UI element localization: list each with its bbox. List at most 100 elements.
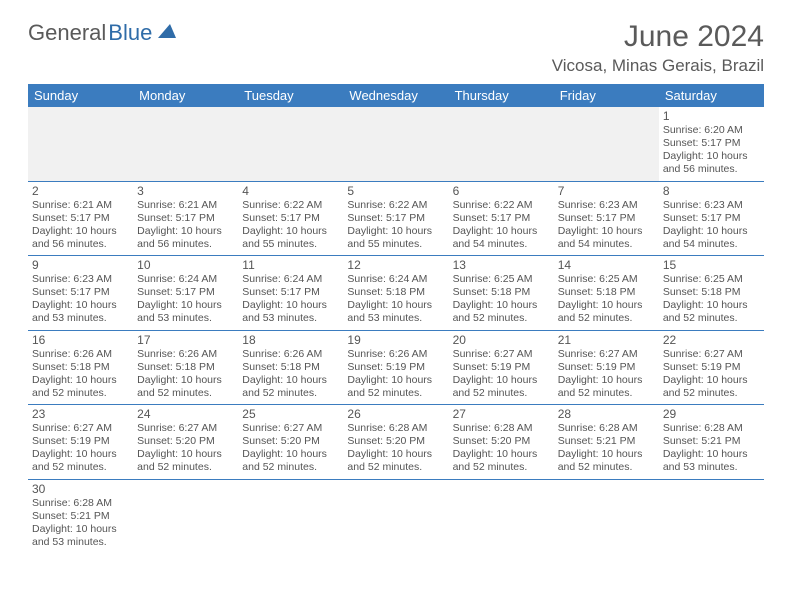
calendar: SundayMondayTuesdayWednesdayThursdayFrid… bbox=[28, 84, 764, 553]
day-info: Sunrise: 6:27 AMSunset: 5:19 PMDaylight:… bbox=[453, 348, 550, 401]
logo: GeneralBlue bbox=[28, 20, 180, 46]
day-number: 5 bbox=[347, 184, 444, 198]
blank-cell bbox=[238, 480, 343, 554]
month-title: June 2024 bbox=[552, 20, 764, 54]
blank-cell bbox=[28, 107, 133, 181]
blank-cell bbox=[343, 107, 448, 181]
blank-cell bbox=[449, 107, 554, 181]
day-number: 24 bbox=[137, 407, 234, 421]
day-info: Sunrise: 6:27 AMSunset: 5:19 PMDaylight:… bbox=[32, 422, 129, 475]
day-info: Sunrise: 6:25 AMSunset: 5:18 PMDaylight:… bbox=[663, 273, 760, 326]
day-number: 29 bbox=[663, 407, 760, 421]
day-cell: 18Sunrise: 6:26 AMSunset: 5:18 PMDayligh… bbox=[238, 331, 343, 405]
day-headers: SundayMondayTuesdayWednesdayThursdayFrid… bbox=[28, 84, 764, 107]
day-info: Sunrise: 6:24 AMSunset: 5:17 PMDaylight:… bbox=[137, 273, 234, 326]
week-row: 1Sunrise: 6:20 AMSunset: 5:17 PMDaylight… bbox=[28, 107, 764, 182]
blank-cell bbox=[238, 107, 343, 181]
day-number: 10 bbox=[137, 258, 234, 272]
day-number: 8 bbox=[663, 184, 760, 198]
day-number: 7 bbox=[558, 184, 655, 198]
day-number: 13 bbox=[453, 258, 550, 272]
day-info: Sunrise: 6:23 AMSunset: 5:17 PMDaylight:… bbox=[663, 199, 760, 252]
week-row: 2Sunrise: 6:21 AMSunset: 5:17 PMDaylight… bbox=[28, 182, 764, 257]
day-number: 3 bbox=[137, 184, 234, 198]
day-number: 1 bbox=[663, 109, 760, 123]
day-cell: 19Sunrise: 6:26 AMSunset: 5:19 PMDayligh… bbox=[343, 331, 448, 405]
day-info: Sunrise: 6:28 AMSunset: 5:20 PMDaylight:… bbox=[347, 422, 444, 475]
day-number: 30 bbox=[32, 482, 129, 496]
day-cell: 8Sunrise: 6:23 AMSunset: 5:17 PMDaylight… bbox=[659, 182, 764, 256]
day-info: Sunrise: 6:21 AMSunset: 5:17 PMDaylight:… bbox=[32, 199, 129, 252]
day-cell: 24Sunrise: 6:27 AMSunset: 5:20 PMDayligh… bbox=[133, 405, 238, 479]
day-header-saturday: Saturday bbox=[659, 84, 764, 107]
day-header-tuesday: Tuesday bbox=[238, 84, 343, 107]
day-cell: 14Sunrise: 6:25 AMSunset: 5:18 PMDayligh… bbox=[554, 256, 659, 330]
day-cell: 22Sunrise: 6:27 AMSunset: 5:19 PMDayligh… bbox=[659, 331, 764, 405]
day-info: Sunrise: 6:26 AMSunset: 5:19 PMDaylight:… bbox=[347, 348, 444, 401]
day-cell: 7Sunrise: 6:23 AMSunset: 5:17 PMDaylight… bbox=[554, 182, 659, 256]
day-number: 26 bbox=[347, 407, 444, 421]
day-info: Sunrise: 6:25 AMSunset: 5:18 PMDaylight:… bbox=[558, 273, 655, 326]
day-cell: 20Sunrise: 6:27 AMSunset: 5:19 PMDayligh… bbox=[449, 331, 554, 405]
day-header-sunday: Sunday bbox=[28, 84, 133, 107]
blank-cell bbox=[554, 480, 659, 554]
day-cell: 28Sunrise: 6:28 AMSunset: 5:21 PMDayligh… bbox=[554, 405, 659, 479]
day-info: Sunrise: 6:20 AMSunset: 5:17 PMDaylight:… bbox=[663, 124, 760, 177]
blank-cell bbox=[659, 480, 764, 554]
day-number: 16 bbox=[32, 333, 129, 347]
day-cell: 21Sunrise: 6:27 AMSunset: 5:19 PMDayligh… bbox=[554, 331, 659, 405]
day-header-wednesday: Wednesday bbox=[343, 84, 448, 107]
day-number: 27 bbox=[453, 407, 550, 421]
day-cell: 11Sunrise: 6:24 AMSunset: 5:17 PMDayligh… bbox=[238, 256, 343, 330]
day-info: Sunrise: 6:22 AMSunset: 5:17 PMDaylight:… bbox=[242, 199, 339, 252]
title-block: June 2024 Vicosa, Minas Gerais, Brazil bbox=[552, 20, 764, 76]
day-cell: 13Sunrise: 6:25 AMSunset: 5:18 PMDayligh… bbox=[449, 256, 554, 330]
day-header-friday: Friday bbox=[554, 84, 659, 107]
day-cell: 23Sunrise: 6:27 AMSunset: 5:19 PMDayligh… bbox=[28, 405, 133, 479]
day-number: 23 bbox=[32, 407, 129, 421]
day-cell: 9Sunrise: 6:23 AMSunset: 5:17 PMDaylight… bbox=[28, 256, 133, 330]
day-info: Sunrise: 6:23 AMSunset: 5:17 PMDaylight:… bbox=[32, 273, 129, 326]
day-number: 2 bbox=[32, 184, 129, 198]
day-info: Sunrise: 6:22 AMSunset: 5:17 PMDaylight:… bbox=[347, 199, 444, 252]
day-info: Sunrise: 6:26 AMSunset: 5:18 PMDaylight:… bbox=[137, 348, 234, 401]
day-number: 17 bbox=[137, 333, 234, 347]
day-cell: 10Sunrise: 6:24 AMSunset: 5:17 PMDayligh… bbox=[133, 256, 238, 330]
day-number: 14 bbox=[558, 258, 655, 272]
day-cell: 26Sunrise: 6:28 AMSunset: 5:20 PMDayligh… bbox=[343, 405, 448, 479]
day-number: 11 bbox=[242, 258, 339, 272]
day-cell: 6Sunrise: 6:22 AMSunset: 5:17 PMDaylight… bbox=[449, 182, 554, 256]
day-info: Sunrise: 6:28 AMSunset: 5:21 PMDaylight:… bbox=[558, 422, 655, 475]
day-header-thursday: Thursday bbox=[449, 84, 554, 107]
day-cell: 1Sunrise: 6:20 AMSunset: 5:17 PMDaylight… bbox=[659, 107, 764, 181]
day-info: Sunrise: 6:28 AMSunset: 5:21 PMDaylight:… bbox=[663, 422, 760, 475]
location-text: Vicosa, Minas Gerais, Brazil bbox=[552, 56, 764, 76]
blank-cell bbox=[343, 480, 448, 554]
day-number: 22 bbox=[663, 333, 760, 347]
day-info: Sunrise: 6:27 AMSunset: 5:19 PMDaylight:… bbox=[558, 348, 655, 401]
day-info: Sunrise: 6:28 AMSunset: 5:21 PMDaylight:… bbox=[32, 497, 129, 550]
header-row: GeneralBlue June 2024 Vicosa, Minas Gera… bbox=[28, 20, 764, 76]
day-number: 25 bbox=[242, 407, 339, 421]
day-info: Sunrise: 6:23 AMSunset: 5:17 PMDaylight:… bbox=[558, 199, 655, 252]
day-cell: 25Sunrise: 6:27 AMSunset: 5:20 PMDayligh… bbox=[238, 405, 343, 479]
day-number: 9 bbox=[32, 258, 129, 272]
week-row: 30Sunrise: 6:28 AMSunset: 5:21 PMDayligh… bbox=[28, 480, 764, 554]
logo-text-part2: Blue bbox=[108, 20, 152, 46]
sail-icon bbox=[156, 20, 180, 46]
day-info: Sunrise: 6:25 AMSunset: 5:18 PMDaylight:… bbox=[453, 273, 550, 326]
day-number: 12 bbox=[347, 258, 444, 272]
week-row: 23Sunrise: 6:27 AMSunset: 5:19 PMDayligh… bbox=[28, 405, 764, 480]
day-cell: 5Sunrise: 6:22 AMSunset: 5:17 PMDaylight… bbox=[343, 182, 448, 256]
day-info: Sunrise: 6:24 AMSunset: 5:18 PMDaylight:… bbox=[347, 273, 444, 326]
day-number: 4 bbox=[242, 184, 339, 198]
day-number: 28 bbox=[558, 407, 655, 421]
blank-cell bbox=[133, 107, 238, 181]
day-cell: 4Sunrise: 6:22 AMSunset: 5:17 PMDaylight… bbox=[238, 182, 343, 256]
week-row: 9Sunrise: 6:23 AMSunset: 5:17 PMDaylight… bbox=[28, 256, 764, 331]
day-info: Sunrise: 6:28 AMSunset: 5:20 PMDaylight:… bbox=[453, 422, 550, 475]
day-number: 18 bbox=[242, 333, 339, 347]
day-number: 19 bbox=[347, 333, 444, 347]
week-row: 16 Sunrise: 6:26 AMSunset: 5:18 PMDayligh… bbox=[28, 331, 764, 406]
day-cell: 15Sunrise: 6:25 AMSunset: 5:18 PMDayligh… bbox=[659, 256, 764, 330]
